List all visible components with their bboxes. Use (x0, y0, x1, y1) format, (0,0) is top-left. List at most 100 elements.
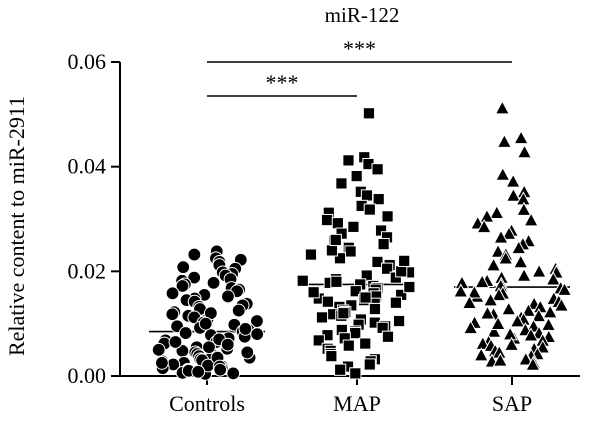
data-point (168, 335, 183, 349)
data-point (545, 271, 561, 286)
y-tick-label: 0.00 (68, 363, 107, 388)
data-point (498, 250, 514, 265)
data-point (213, 362, 228, 377)
data-point (334, 363, 347, 376)
data-point (226, 366, 241, 381)
data-point (523, 212, 539, 227)
data-point (523, 327, 539, 342)
data-point (333, 252, 347, 265)
data-point (371, 163, 384, 176)
data-point (381, 262, 394, 275)
chart-title: miR-122 (325, 3, 400, 27)
data-point (176, 260, 191, 275)
data-point (178, 326, 193, 340)
data-points (151, 100, 573, 381)
data-point (474, 273, 490, 289)
data-point (330, 275, 343, 288)
x-tick-label: MAP (333, 391, 381, 416)
data-point (191, 364, 206, 379)
data-point (453, 283, 469, 298)
data-point (479, 208, 495, 223)
data-point (231, 303, 246, 318)
data-point (220, 337, 235, 352)
data-point (350, 169, 363, 183)
data-point (494, 100, 510, 115)
data-point (403, 280, 416, 294)
data-point (493, 229, 509, 244)
data-point (511, 239, 527, 255)
data-point (479, 305, 496, 320)
significance-label: *** (343, 36, 376, 61)
data-point (165, 307, 180, 322)
data-point (329, 233, 342, 247)
data-point (496, 133, 512, 148)
data-point (331, 217, 344, 230)
data-point (187, 247, 202, 262)
y-axis: 0.00 0.02 0.04 0.06 (68, 49, 121, 388)
significance-brackets: *** *** (207, 36, 512, 97)
data-point (531, 263, 547, 278)
data-point (202, 340, 216, 355)
significance-label: *** (266, 70, 299, 95)
data-point (525, 356, 541, 371)
data-point (492, 352, 508, 367)
data-point (206, 275, 221, 290)
series-controls (151, 244, 265, 381)
data-point (398, 254, 411, 267)
data-point (325, 350, 338, 363)
x-axis: Controls MAP SAP (120, 375, 580, 416)
data-point (250, 327, 265, 342)
data-point (363, 203, 376, 216)
data-point (371, 255, 384, 269)
data-point (392, 314, 406, 328)
data-point (489, 204, 505, 219)
data-point (505, 187, 522, 202)
data-point (362, 107, 376, 120)
data-point (359, 291, 372, 304)
data-point (542, 304, 558, 319)
data-point (509, 313, 526, 328)
data-point (320, 213, 334, 227)
data-point (337, 307, 350, 320)
data-point (516, 201, 532, 216)
data-point (312, 334, 325, 347)
x-tick-label: SAP (492, 391, 532, 416)
data-point (381, 330, 395, 343)
series-map (296, 107, 416, 380)
data-point (531, 307, 547, 323)
data-point (466, 284, 483, 299)
data-point (490, 243, 506, 258)
data-point (349, 285, 362, 298)
data-point (516, 144, 533, 159)
data-point (553, 297, 570, 312)
data-point (175, 279, 190, 293)
data-point (347, 220, 360, 233)
data-point (485, 257, 502, 272)
data-point (372, 193, 385, 206)
data-point (360, 269, 373, 282)
data-point (151, 342, 166, 357)
data-point (335, 177, 348, 190)
data-point (165, 286, 180, 301)
data-point (518, 351, 534, 366)
data-point (349, 367, 362, 380)
data-point (304, 248, 318, 261)
x-tick-label: Controls (169, 391, 245, 416)
data-point (381, 210, 394, 223)
data-point (325, 244, 339, 257)
data-point (198, 316, 213, 331)
data-point (349, 326, 362, 340)
data-point (495, 166, 511, 181)
data-point (475, 335, 491, 350)
data-point (476, 218, 492, 234)
data-point (513, 254, 529, 269)
data-point (344, 245, 357, 258)
data-point (501, 225, 517, 240)
data-point (473, 347, 489, 362)
data-point (307, 286, 320, 299)
data-point (221, 289, 235, 304)
data-point (296, 274, 309, 287)
data-point (368, 302, 382, 316)
data-point (342, 154, 355, 167)
